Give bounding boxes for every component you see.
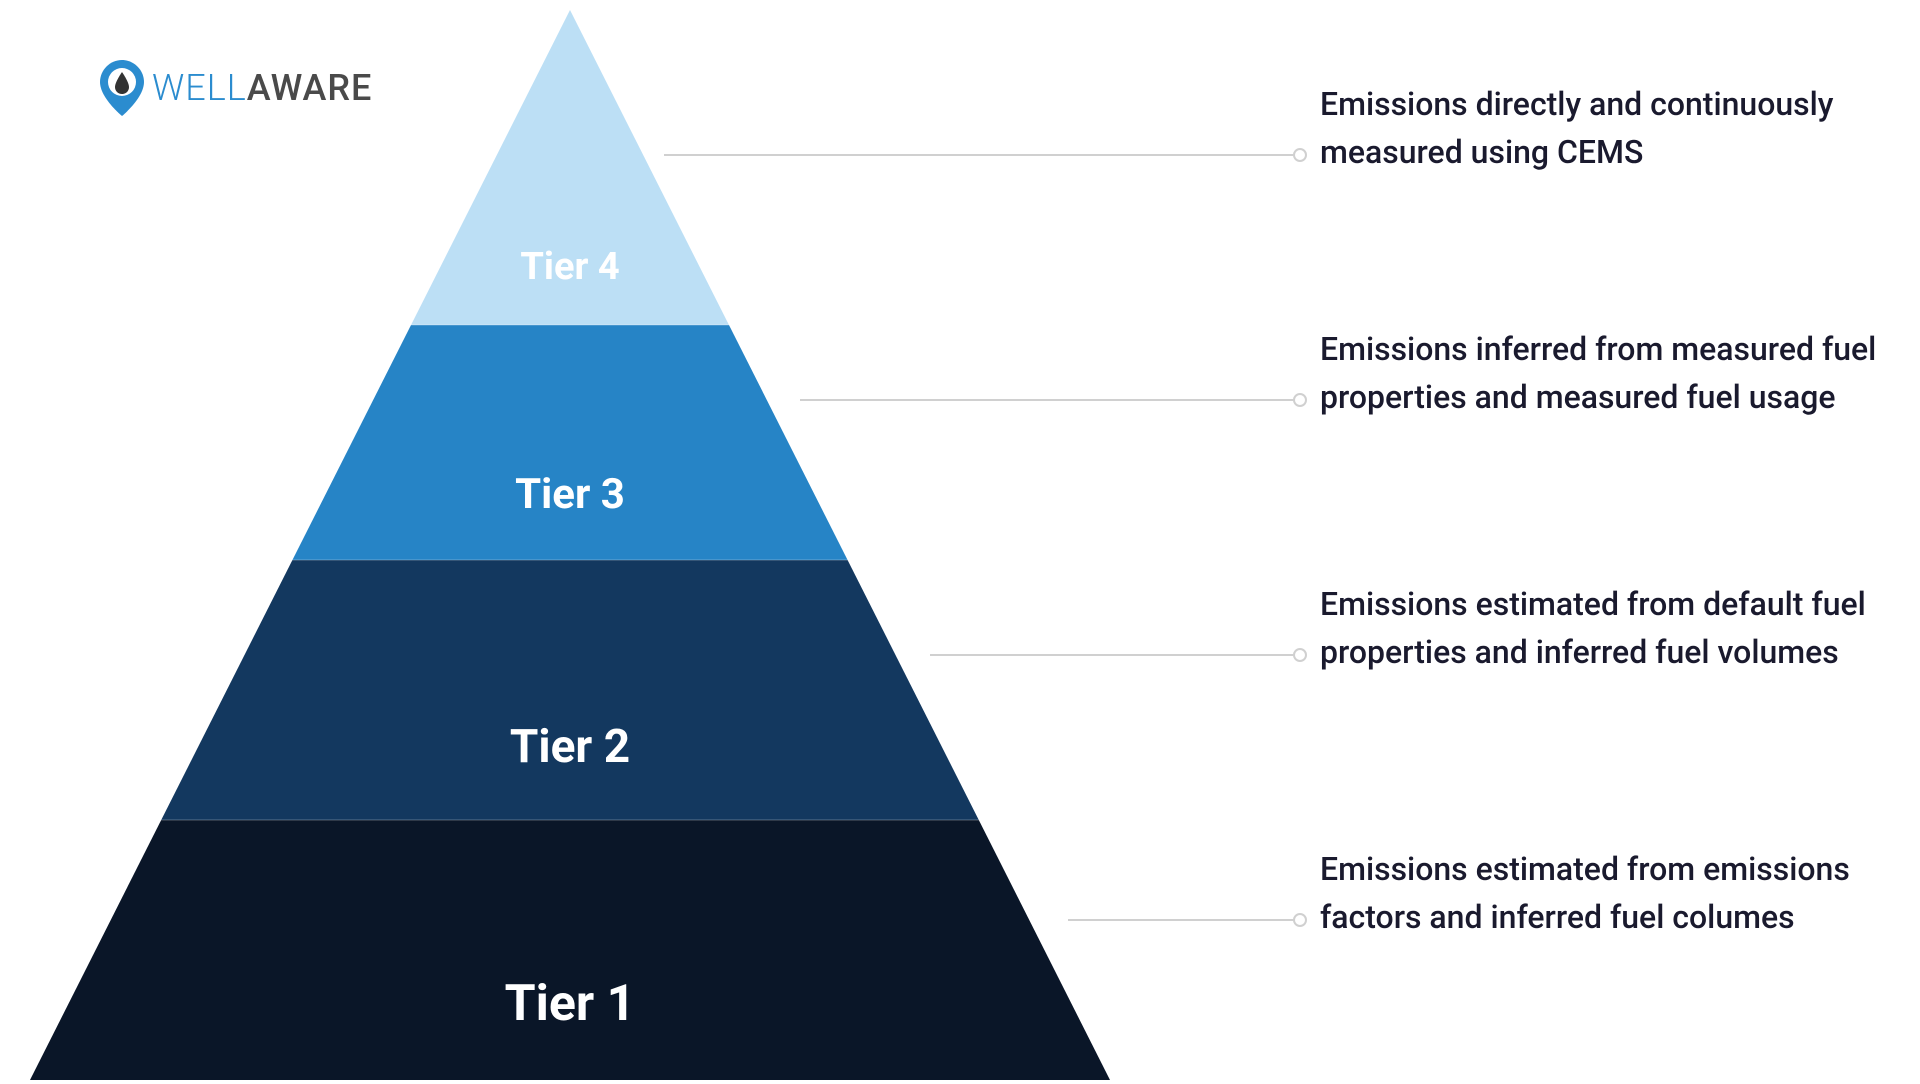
connector-line-tier1	[1068, 919, 1300, 921]
connector-dot-tier4	[1293, 148, 1307, 162]
connector-dot-tier2	[1293, 648, 1307, 662]
pyramid-tier-tier2	[161, 560, 979, 820]
tier-desc-tier4: Emissions directly and continuously meas…	[1320, 80, 1880, 176]
tier-desc-tier1: Emissions estimated from emissions facto…	[1320, 845, 1880, 941]
pyramid-tier-tier1	[30, 820, 1110, 1080]
pyramid-tier-tier3	[292, 325, 847, 560]
connector-line-tier2	[930, 654, 1300, 656]
connector-dot-tier3	[1293, 393, 1307, 407]
connector-dot-tier1	[1293, 913, 1307, 927]
connector-line-tier4	[664, 154, 1300, 156]
tier-desc-tier3: Emissions inferred from measured fuel pr…	[1320, 325, 1880, 421]
pyramid-tier-tier4	[411, 10, 729, 325]
connector-line-tier3	[800, 399, 1300, 401]
tier-desc-tier2: Emissions estimated from default fuel pr…	[1320, 580, 1880, 676]
